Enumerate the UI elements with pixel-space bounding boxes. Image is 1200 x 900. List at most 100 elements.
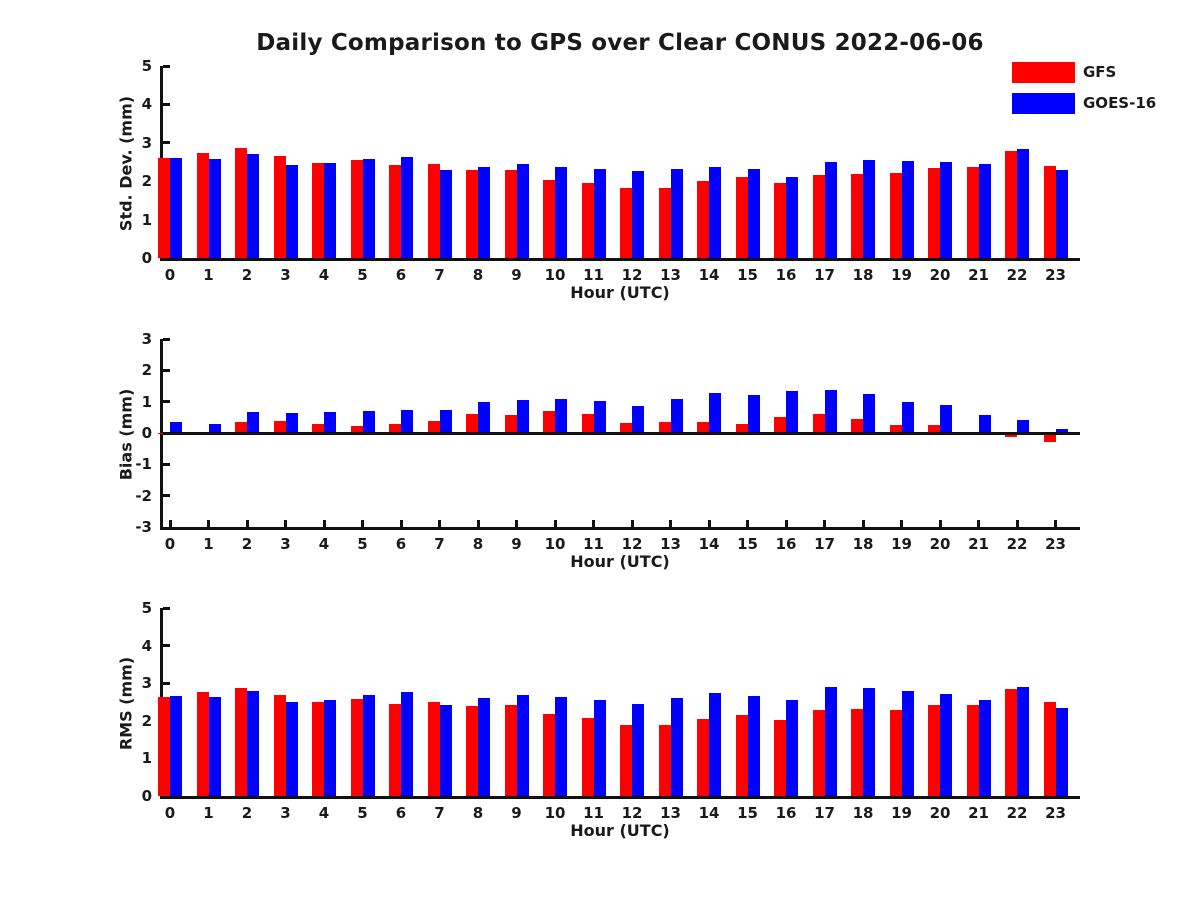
bar-goes16-hour-0: [170, 695, 182, 796]
bar-goes16-hour-2: [247, 411, 259, 433]
bar-gfs-hour-7: [427, 702, 440, 796]
y-tick-label: 0: [141, 249, 152, 267]
bar-goes16-hour-16: [786, 177, 798, 258]
bar-goes16-hour-2: [247, 691, 259, 796]
x-tick: [938, 520, 942, 527]
legend-swatch-gfs: [1012, 62, 1075, 83]
bar-goes16-hour-19: [901, 160, 914, 258]
x-tick-label: 8: [472, 804, 484, 822]
bar-gfs-hour-22: [1005, 433, 1017, 437]
x-tick: [900, 520, 903, 527]
bar-gfs-hour-19: [889, 709, 902, 796]
y-tick-label: -3: [135, 518, 152, 536]
bar-goes16-hour-13: [670, 168, 683, 258]
y-tick-label: 0: [141, 424, 152, 442]
x-tick: [861, 520, 865, 527]
y-tick: [163, 337, 170, 341]
bar-gfs-hour-6: [389, 703, 401, 796]
x-tick-label: 19: [891, 266, 912, 284]
x-tick-label: 10: [544, 804, 566, 822]
x-tick-label: 2: [241, 535, 253, 553]
x-tick: [746, 520, 749, 527]
bar-gfs-hour-8: [466, 170, 478, 258]
bar-gfs-hour-14: [697, 181, 709, 258]
bias-x-axis-label: Hour (UTC): [570, 552, 670, 571]
bar-goes16-hour-20: [940, 694, 952, 796]
bar-goes16-hour-1: [208, 697, 221, 796]
bar-gfs-hour-18: [851, 418, 863, 433]
bar-gfs-hour-20: [928, 705, 940, 796]
bar-goes16-hour-5: [362, 158, 375, 258]
x-tick-label: 23: [1045, 266, 1066, 284]
bar-gfs-hour-4: [312, 424, 324, 433]
x-tick-label: 23: [1045, 804, 1066, 822]
x-tick-label: 4: [318, 535, 330, 553]
x-tick: [707, 520, 711, 527]
x-tick-label: 13: [660, 804, 681, 822]
bar-gfs-hour-3: [273, 421, 286, 433]
bar-gfs-hour-16: [774, 719, 786, 796]
bar-goes16-hour-22: [1017, 148, 1029, 258]
bar-gfs-hour-21: [966, 705, 979, 796]
bar-goes16-hour-3: [285, 413, 298, 433]
x-tick-label: 18: [852, 804, 874, 822]
x-tick-label: 16: [775, 266, 797, 284]
x-tick-label: 19: [891, 535, 912, 553]
x-tick-label: 11: [583, 804, 604, 822]
y-tick: [163, 606, 170, 610]
bar-gfs-hour-20: [928, 424, 940, 433]
x-tick-label: 17: [814, 804, 835, 822]
x-tick-label: 17: [814, 535, 835, 553]
bar-goes16-hour-8: [478, 698, 490, 796]
bar-gfs-hour-18: [851, 708, 863, 796]
legend-label-goes16: GOES-16: [1083, 94, 1157, 112]
y-tick-label: 4: [141, 636, 152, 655]
bar-goes16-hour-11: [593, 700, 606, 796]
bar-goes16-hour-9: [516, 695, 529, 796]
bar-gfs-hour-0: [158, 157, 170, 258]
x-tick: [322, 520, 326, 527]
bar-goes16-hour-8: [478, 166, 490, 258]
x-tick-label: 6: [395, 535, 407, 553]
zero-line: [163, 431, 1080, 435]
bar-goes16-hour-4: [324, 162, 336, 258]
bar-gfs-hour-2: [235, 422, 247, 433]
x-tick-label: 7: [434, 535, 445, 553]
bar-goes16-hour-6: [401, 409, 413, 433]
stddev-x-axis-label: Hour (UTC): [570, 283, 670, 302]
bar-goes16-hour-19: [901, 691, 914, 796]
x-tick: [630, 520, 634, 527]
bar-goes16-hour-4: [324, 412, 336, 433]
bar-gfs-hour-12: [620, 724, 632, 796]
bar-goes16-hour-6: [401, 692, 413, 796]
y-tick-label: 2: [141, 361, 152, 380]
bar-goes16-hour-6: [401, 156, 413, 258]
x-tick: [207, 520, 210, 527]
x-tick-label: 1: [203, 266, 214, 284]
bar-goes16-hour-3: [285, 164, 298, 258]
y-tick-label: 3: [141, 330, 152, 348]
legend-label-gfs: GFS: [1083, 63, 1117, 81]
stddev-y-axis-label: Std. Dev. (mm): [116, 95, 136, 232]
bar-gfs-hour-2: [235, 687, 247, 796]
x-tick-label: 12: [621, 804, 643, 822]
bar-goes16-hour-10: [555, 167, 567, 258]
x-tick: [284, 520, 287, 527]
bar-gfs-hour-17: [812, 175, 825, 258]
y-tick: [163, 400, 170, 404]
x-tick-label: 21: [968, 535, 989, 553]
bar-goes16-hour-8: [478, 401, 490, 433]
x-tick-label: 9: [511, 535, 522, 553]
bar-goes16-hour-13: [670, 399, 683, 433]
x-tick-label: 20: [929, 535, 951, 553]
x-tick-label: 7: [434, 266, 445, 284]
bar-goes16-hour-9: [516, 400, 529, 433]
x-tick-label: 5: [357, 266, 368, 284]
bar-gfs-hour-11: [581, 183, 594, 258]
y-tick-label: 2: [141, 711, 152, 730]
x-tick-label: 22: [1006, 804, 1028, 822]
x-tick-label: 23: [1045, 535, 1066, 553]
x-tick-label: 10: [544, 266, 566, 284]
bar-goes16-hour-20: [940, 161, 952, 258]
bar-goes16-hour-7: [439, 705, 452, 796]
